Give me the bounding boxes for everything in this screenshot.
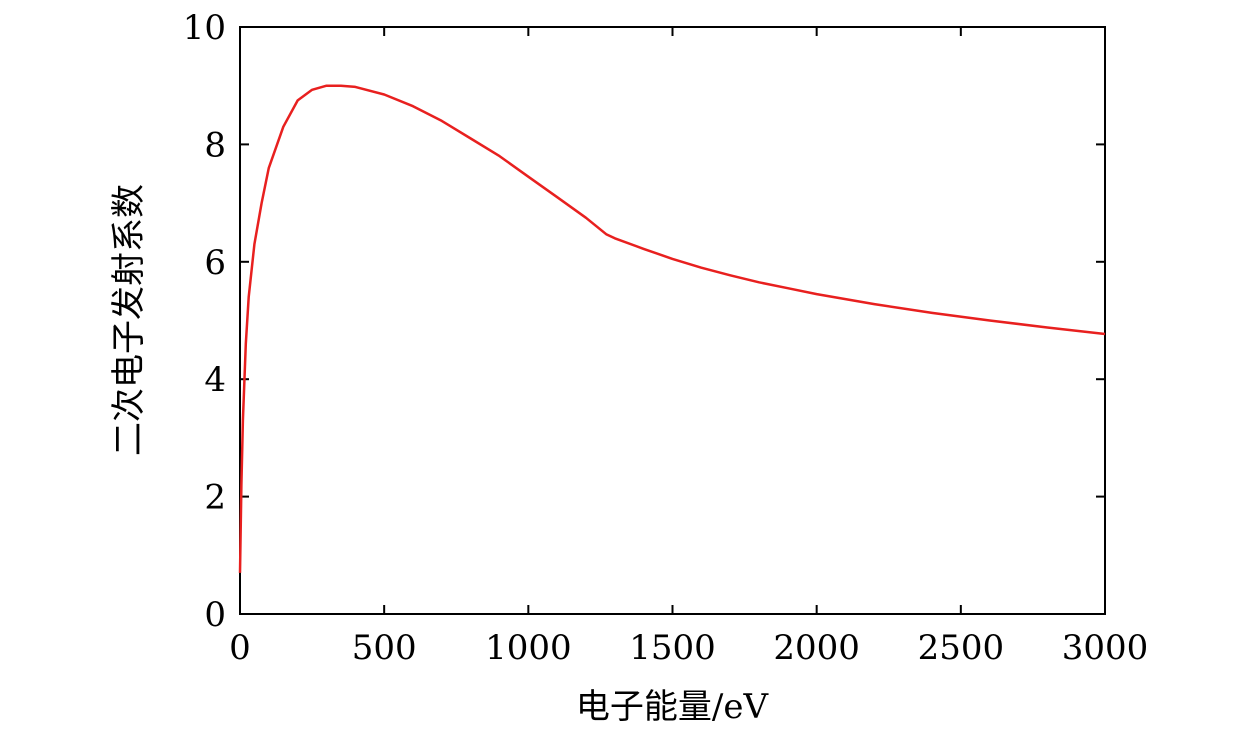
y-tick-label: 6 [204, 243, 226, 283]
series-layer [238, 84, 1106, 573]
x-tick-label: 1500 [629, 628, 716, 668]
x-tick-label: 0 [229, 628, 251, 668]
y-tick-label: 8 [204, 125, 226, 165]
x-axis-ticks: 0 500 1000 1500 2000 2500 3000 [229, 27, 1148, 668]
series-line [238, 84, 1106, 573]
y-tick-label: 0 [204, 595, 226, 635]
x-tick-label: 1000 [485, 628, 572, 668]
plot-frame [239, 26, 1106, 615]
x-tick-label: 2500 [918, 628, 1005, 668]
x-tick-label: 3000 [1062, 628, 1149, 668]
x-tick-label: 2000 [773, 628, 860, 668]
x-axis-title: 电子能量/eV [576, 687, 770, 727]
y-tick-label: 10 [183, 8, 226, 48]
y-tick-label: 4 [204, 360, 226, 400]
y-axis-title: 二次电子发射系数 [109, 184, 149, 456]
y-axis-ticks: 0 2 4 6 8 10 [183, 8, 1105, 635]
y-tick-label: 2 [204, 478, 226, 518]
x-tick-label: 500 [352, 628, 417, 668]
